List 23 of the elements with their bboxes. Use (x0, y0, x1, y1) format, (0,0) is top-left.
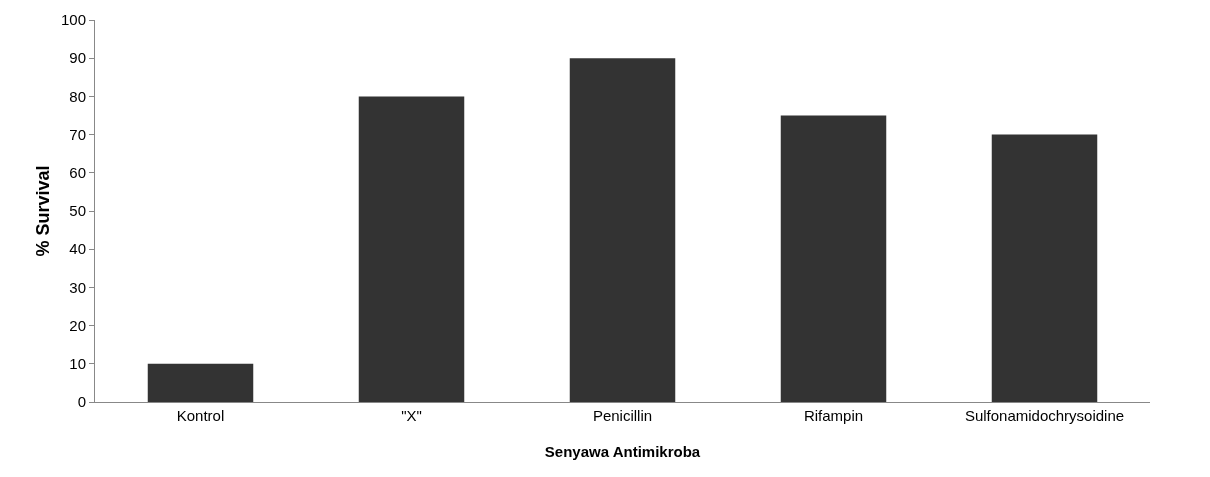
x-tick-label: Penicillin (592, 407, 653, 424)
x-axis-title: Senyawa Antimikroba (544, 443, 701, 460)
x-tick-label: "X" (401, 407, 422, 424)
bar (780, 115, 887, 402)
bar (991, 134, 1098, 402)
y-tick-label: 60 (69, 164, 86, 182)
y-tick-label: 40 (69, 240, 86, 258)
x-tick-label: Kontrol (176, 407, 225, 424)
bar (569, 58, 676, 402)
bar (147, 363, 254, 402)
x-tick-label: Sulfonamidochrysoidine (964, 407, 1125, 424)
x-tick-label: Rifampin (803, 407, 864, 424)
y-tick-label: 100 (60, 11, 86, 29)
y-tick-label: 20 (69, 316, 86, 334)
y-axis-title: % Survival (33, 165, 53, 257)
y-tick-label: 90 (69, 49, 86, 67)
y-tick-label: 50 (69, 202, 86, 220)
y-tick-label: 0 (77, 393, 86, 411)
y-tick-label: 70 (69, 125, 86, 143)
bar (358, 96, 465, 402)
y-tick-label: 30 (69, 278, 86, 296)
y-tick-label: 10 (69, 355, 86, 373)
y-tick-label: 80 (69, 87, 86, 105)
